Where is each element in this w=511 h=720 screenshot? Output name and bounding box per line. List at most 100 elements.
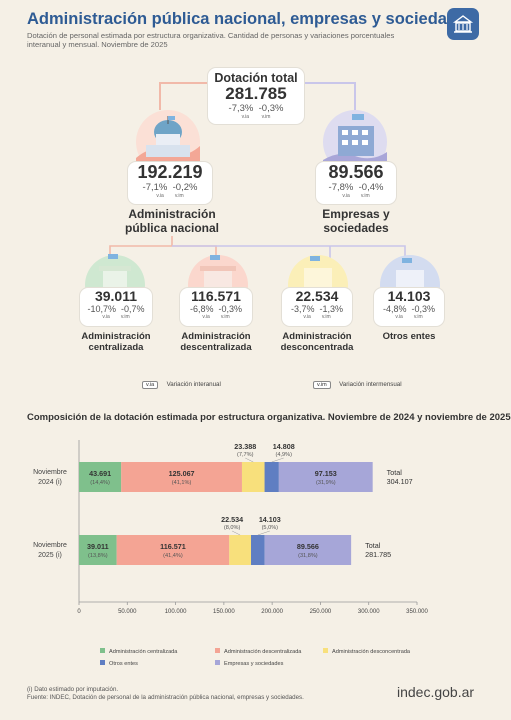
empresas-vim-tag: v.im: [360, 193, 370, 199]
label-leader: [271, 457, 284, 463]
apn-card: 192.219 -7,1% -0,2% v.ia v.im: [128, 162, 212, 204]
bar-segment: [241, 462, 265, 492]
total-value: 304.107: [387, 477, 413, 486]
x-tick-label: 300.000: [358, 609, 380, 615]
desconcentrada-value: 22.534: [295, 288, 339, 304]
data-label-pct: (41,1%): [172, 480, 192, 486]
x-tick-label: 0: [77, 609, 81, 615]
data-label: 14.103: [259, 515, 281, 524]
legend-swatch: [100, 660, 105, 665]
category-label: 2025 (i): [38, 552, 62, 559]
category-label: Noviembre: [33, 469, 67, 476]
page-subtitle: Dotación de personal estimada por estruc…: [27, 31, 395, 49]
connector-empresas-children: [172, 245, 406, 258]
otros-label-line1: Otros entes: [382, 331, 436, 342]
otros-vim-tag: v.im: [413, 314, 423, 320]
bar-segment: [278, 462, 373, 492]
x-tick-label: 350.000: [406, 609, 428, 615]
empresas-card: 89.566 -7,8% -0,4% v.ia v.im: [316, 162, 396, 204]
bar-segment: [264, 535, 352, 565]
centralizada-via: -10,7%: [87, 304, 116, 314]
data-label-pct: (31,9%): [316, 480, 336, 486]
total-label: Total: [365, 541, 381, 550]
otros-via: -4,8%: [382, 304, 407, 314]
bar-segment: [251, 535, 265, 565]
legend-swatch: [215, 648, 220, 653]
total-card: Dotación total 281.785 -7,3% -0,3% v.ia …: [208, 68, 304, 124]
descentralizada-vim-tag: v.im: [220, 314, 230, 320]
centralizada-via-tag: v.ia: [102, 314, 110, 320]
apn-label: Administración pública nacional: [112, 207, 232, 235]
empresas-label-line2: sociedades: [323, 221, 389, 235]
desconcentrada-card: 22.534 -3,7% -1,3% v.ia v.im: [282, 288, 352, 326]
apn-label-line1: Administración: [128, 207, 216, 221]
building-logo-icon: [447, 8, 479, 40]
descentralizada-value: 116.571: [191, 288, 241, 304]
descentralizada-vim: -0,3%: [218, 304, 243, 314]
data-label: 39.011: [87, 542, 109, 551]
descentralizada-card: 116.571 -6,8% -0,3% v.ia v.im: [180, 288, 252, 326]
chart-title: Composición de la dotación estimada por …: [27, 412, 511, 423]
vim-key-box: v.im: [313, 381, 331, 389]
data-label-pct: (41,4%): [163, 553, 183, 559]
otros-value: 14.103: [387, 288, 431, 304]
empresas-label: Empresas y sociedades: [300, 207, 412, 235]
centralizada-label-line1: Administración: [81, 331, 151, 342]
data-label-pct: (5,0%): [262, 525, 279, 531]
vim-key-text: Variación intermensual: [339, 381, 402, 388]
data-label-pct: (4,9%): [275, 452, 292, 458]
apn-vim-tag: v.im: [174, 193, 184, 199]
desconcentrada-via-tag: v.ia: [303, 314, 311, 320]
apn-value: 192.219: [137, 162, 203, 182]
legend-label: Empresas y sociedades: [224, 661, 284, 667]
category-label: 2024 (i): [38, 479, 62, 486]
empresas-label-line1: Empresas y: [322, 207, 390, 221]
bar-segment: [229, 535, 252, 565]
centralizada-vim-tag: v.im: [120, 314, 130, 320]
otros-label: Otros entes: [364, 331, 454, 342]
desconcentrada-label-line2: desconcentrada: [280, 342, 354, 353]
via-key: v.ia Variación interanual: [142, 373, 221, 391]
x-tick-label: 50.000: [118, 609, 137, 615]
x-tick-label: 200.000: [261, 609, 283, 615]
data-label: 97.153: [315, 469, 337, 478]
centralizada-label: Administración centralizada: [70, 331, 162, 353]
desconcentrada-label: Administración desconcentrada: [270, 331, 364, 353]
apn-label-line2: pública nacional: [124, 221, 220, 235]
data-label: 23.388: [234, 442, 256, 451]
legend-label: Administración centralizada: [109, 649, 178, 655]
category-label: Noviembre: [33, 542, 67, 549]
vim-key: v.im Variación intermensual: [313, 373, 402, 391]
descentralizada-label: Administración descentralizada: [168, 331, 264, 353]
total-vim: -0,3%: [258, 103, 284, 114]
total-via-tag: v.ia: [241, 114, 250, 120]
bar-segment: [121, 462, 242, 492]
via-key-box: v.ia: [142, 381, 159, 389]
via-key-text: Variación interanual: [166, 381, 221, 388]
total-value: 281.785: [365, 550, 391, 559]
page-title: Administración pública nacional, empresa…: [27, 10, 476, 28]
legend-label: Otros entes: [109, 661, 138, 667]
total-label: Dotación total: [214, 71, 298, 85]
footnote: (i) Dato estimado por imputación.: [27, 686, 119, 693]
apn-via: -7,1%: [142, 182, 168, 193]
source-note: Fuente: INDEC, Dotación de personal de l…: [27, 694, 304, 701]
x-tick-label: 150.000: [213, 609, 235, 615]
label-leader: [232, 530, 241, 536]
x-tick-label: 100.000: [165, 609, 187, 615]
centralizada-card: 39.011 -10,7% -0,7% v.ia v.im: [80, 288, 152, 326]
legend-label: Administración desconcentrada: [332, 649, 411, 655]
legend-swatch: [215, 660, 220, 665]
otros-card: 14.103 -4,8% -0,3% v.ia v.im: [374, 288, 444, 326]
empresas-value: 89.566: [328, 162, 384, 182]
descentralizada-via: -6,8%: [189, 304, 214, 314]
data-label: 14.808: [273, 442, 295, 451]
data-label: 89.566: [297, 542, 319, 551]
connector-total-apn: [159, 82, 208, 110]
empresas-via: -7,8%: [328, 182, 354, 193]
x-tick-label: 250.000: [310, 609, 332, 615]
total-value: 281.785: [225, 84, 287, 103]
bar-segment: [264, 462, 279, 492]
descentralizada-label-line1: Administración: [181, 331, 251, 342]
total-vim-tag: v.im: [261, 114, 271, 120]
